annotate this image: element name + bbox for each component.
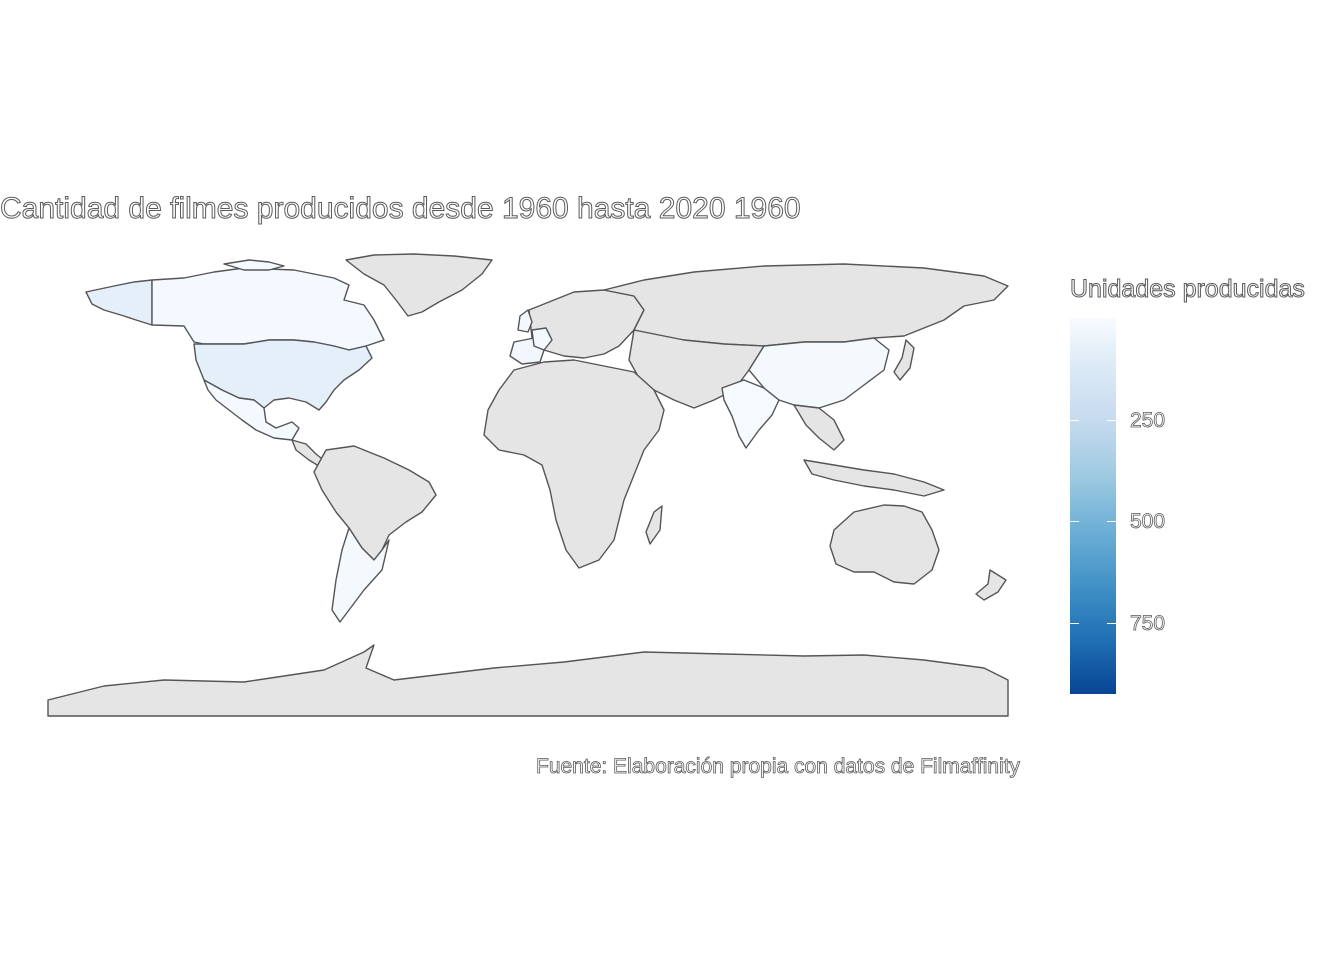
legend-color-bar xyxy=(1070,318,1116,694)
source-caption: Fuente: Elaboración propia con datos de … xyxy=(536,755,1021,779)
region-mexico xyxy=(203,379,300,441)
region-se-asia xyxy=(793,404,845,451)
region-india xyxy=(721,379,780,449)
legend-tick-label: 250 xyxy=(1130,409,1166,432)
region-europe xyxy=(528,289,645,359)
region-china xyxy=(748,337,890,409)
region-russia xyxy=(603,263,1009,347)
region-japan xyxy=(893,339,915,381)
page-title: Cantidad de filmes producidos desde 1960… xyxy=(0,192,801,226)
legend-tick-right-3 xyxy=(1107,623,1116,624)
region-indonesia xyxy=(803,459,945,497)
region-uk xyxy=(517,309,533,333)
region-madagascar xyxy=(645,505,663,545)
legend-tick-left-2 xyxy=(1070,521,1079,522)
legend-tick-right-1 xyxy=(1107,420,1116,421)
region-alaska xyxy=(85,279,153,326)
region-greenland xyxy=(345,253,493,317)
region-france xyxy=(531,327,553,351)
legend-title: Unidades producidas xyxy=(1070,275,1306,304)
region-africa xyxy=(483,359,665,569)
legend-tick-left-3 xyxy=(1070,623,1079,624)
region-new-zealand xyxy=(975,569,1007,601)
region-south-america xyxy=(313,445,437,561)
legend-tick-label: 500 xyxy=(1130,510,1166,533)
region-australia xyxy=(829,504,940,585)
region-argentina xyxy=(331,527,390,623)
map-svg xyxy=(47,253,1009,717)
region-antarctica xyxy=(47,644,1009,717)
legend-tick-left-1 xyxy=(1070,420,1079,421)
world-map xyxy=(44,250,1012,720)
region-canada-islands xyxy=(223,259,285,271)
region-canada xyxy=(151,267,385,351)
legend-tick-label: 750 xyxy=(1130,612,1166,635)
legend-tick-right-2 xyxy=(1107,521,1116,522)
